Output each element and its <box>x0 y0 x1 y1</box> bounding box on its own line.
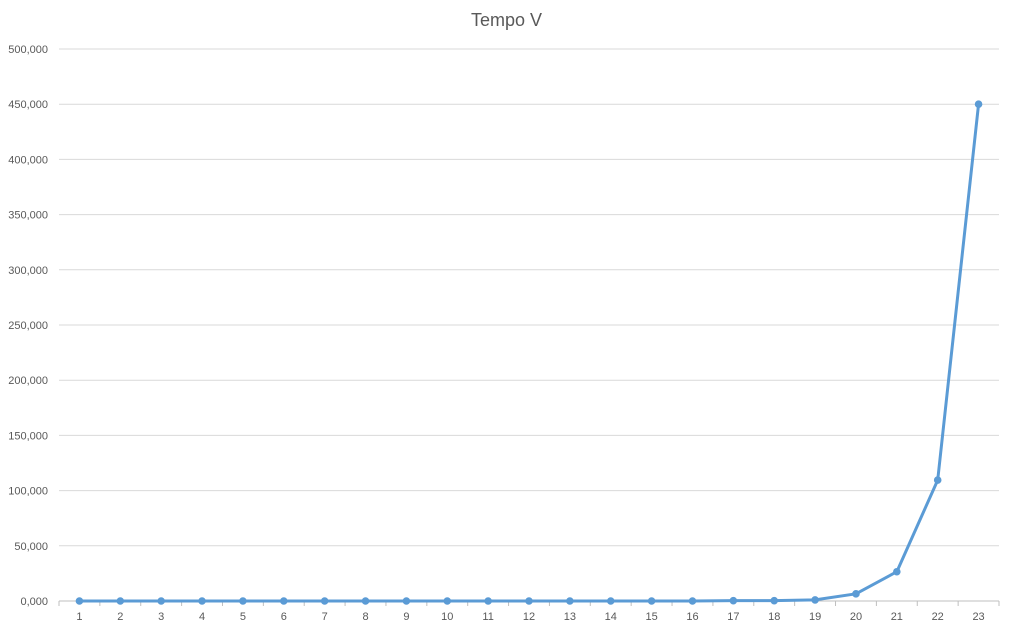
data-point <box>239 597 247 605</box>
x-tick-label: 23 <box>972 611 984 623</box>
data-point <box>525 597 533 605</box>
data-point <box>443 597 452 605</box>
y-tick-label: 450,000 <box>8 99 48 111</box>
chart-title: Tempo V <box>470 10 543 30</box>
x-tick-label: 4 <box>199 611 205 623</box>
grid-lines <box>59 48 999 547</box>
y-tick-label: 150,000 <box>8 430 48 442</box>
x-tick-label: 7 <box>322 611 328 623</box>
x-tick-label: 17 <box>727 611 739 623</box>
x-tick-label: 2 <box>117 611 123 623</box>
series-layer <box>75 100 983 605</box>
x-tick-label: 3 <box>158 611 164 623</box>
data-point <box>279 597 288 605</box>
data-point <box>729 596 738 605</box>
x-tick-label: 9 <box>403 611 409 623</box>
series-line-0 <box>77 102 981 603</box>
y-tick-label: 350,000 <box>8 210 48 222</box>
x-tick-label: 13 <box>564 611 576 623</box>
y-tick-label: 300,000 <box>8 265 48 277</box>
x-tick-label: 21 <box>891 611 903 623</box>
data-point <box>852 590 860 598</box>
data-point <box>361 597 370 605</box>
data-point <box>811 596 819 604</box>
x-tick-labels: 1 2 3 4 5 6 7 8 9 10 11 12 13 14 15 16 17 18 19 20 21 22 23 <box>76 611 984 623</box>
data-point <box>893 567 901 576</box>
x-tick-label: 16 <box>686 611 698 623</box>
data-point <box>770 596 779 605</box>
x-tick-label: 8 <box>362 611 368 623</box>
y-tick-label: 50,000 <box>14 541 48 553</box>
x-tick-label: 6 <box>281 611 287 623</box>
data-point <box>157 597 165 605</box>
data-point <box>484 597 492 605</box>
y-tick-label: 200,000 <box>8 375 48 387</box>
data-point <box>75 597 84 605</box>
data-point <box>198 597 206 605</box>
x-tick-label: 12 <box>523 611 535 623</box>
x-tick-label: 14 <box>605 611 617 623</box>
x-tick-label: 10 <box>441 611 453 623</box>
data-point <box>933 476 942 484</box>
y-tick-label: 100,000 <box>8 486 48 498</box>
x-tick-label: 5 <box>240 611 246 623</box>
x-tick-label: 19 <box>809 611 821 623</box>
y-tick-labels: 0,000 50,000 100,000 150,000 200,000 250,000 3… <box>8 44 48 608</box>
y-tick-label: 250,000 <box>8 320 48 332</box>
x-tick-label: 18 <box>768 611 780 623</box>
y-tick-label: 500,000 <box>8 44 48 56</box>
data-point <box>647 597 656 605</box>
y-tick-label: 400,000 <box>8 154 48 166</box>
x-tick-label: 1 <box>76 611 82 623</box>
data-point <box>116 597 125 605</box>
data-point <box>402 597 411 605</box>
x-tick-label: 11 <box>482 611 493 623</box>
data-point <box>566 597 574 605</box>
data-point <box>688 597 697 605</box>
data-point <box>606 597 615 605</box>
data-point <box>974 100 983 108</box>
y-tick-label: 0,000 <box>20 596 48 608</box>
x-tick-label: 20 <box>850 611 862 623</box>
x-tick-label: 15 <box>645 611 657 623</box>
x-tick-label: 22 <box>932 611 944 623</box>
data-point <box>320 597 329 605</box>
